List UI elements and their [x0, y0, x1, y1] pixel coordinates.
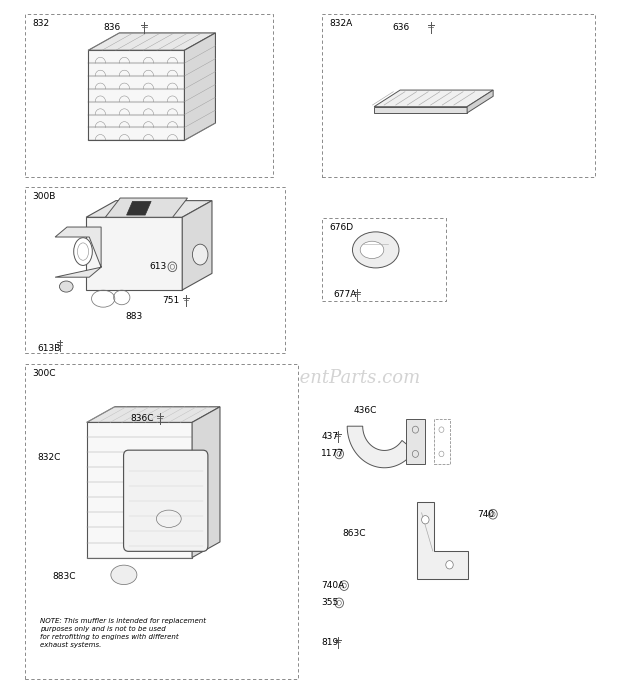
Text: 677A: 677A: [334, 290, 357, 299]
Polygon shape: [86, 201, 212, 218]
Polygon shape: [55, 227, 101, 277]
Text: 740A: 740A: [321, 581, 345, 590]
Polygon shape: [87, 407, 220, 422]
Polygon shape: [87, 422, 192, 557]
Text: 300B: 300B: [32, 192, 56, 201]
Polygon shape: [192, 407, 220, 557]
Text: 355: 355: [321, 599, 339, 607]
Polygon shape: [467, 90, 493, 113]
Text: 832A: 832A: [330, 19, 353, 28]
Text: 832C: 832C: [37, 453, 61, 462]
Text: 836: 836: [104, 24, 121, 32]
Text: 740: 740: [477, 510, 495, 518]
FancyBboxPatch shape: [25, 14, 273, 177]
FancyBboxPatch shape: [123, 450, 208, 552]
Polygon shape: [374, 90, 493, 107]
Ellipse shape: [192, 244, 208, 265]
Polygon shape: [86, 218, 182, 290]
Polygon shape: [185, 33, 216, 140]
Polygon shape: [347, 426, 415, 468]
Ellipse shape: [360, 241, 384, 258]
FancyBboxPatch shape: [25, 364, 298, 679]
FancyBboxPatch shape: [322, 218, 446, 301]
Text: eReplacementParts.com: eReplacementParts.com: [200, 369, 420, 387]
Text: 883C: 883C: [53, 572, 76, 581]
Polygon shape: [417, 502, 468, 579]
Polygon shape: [89, 33, 216, 50]
Ellipse shape: [352, 232, 399, 268]
Text: 300C: 300C: [32, 369, 56, 378]
Ellipse shape: [74, 238, 92, 265]
Text: 819: 819: [321, 638, 339, 647]
Polygon shape: [374, 107, 467, 113]
FancyBboxPatch shape: [322, 14, 595, 177]
Text: 832: 832: [32, 19, 50, 28]
Text: 613B: 613B: [37, 344, 61, 353]
Text: 613: 613: [149, 263, 166, 271]
Ellipse shape: [60, 281, 73, 292]
Polygon shape: [126, 202, 151, 215]
Text: 636: 636: [392, 24, 409, 32]
Text: 436C: 436C: [353, 407, 377, 415]
Text: 751: 751: [162, 297, 180, 305]
Text: 883: 883: [125, 313, 143, 321]
Ellipse shape: [111, 565, 137, 584]
Text: NOTE: This muffler is intended for replacement
purposes only and is not to be us: NOTE: This muffler is intended for repla…: [40, 618, 206, 648]
Circle shape: [422, 516, 429, 524]
Text: 1177: 1177: [321, 450, 344, 458]
Text: 836C: 836C: [130, 414, 154, 423]
Polygon shape: [182, 201, 212, 290]
Polygon shape: [406, 419, 425, 464]
Text: 676D: 676D: [330, 223, 354, 232]
Polygon shape: [105, 198, 187, 218]
Text: 437: 437: [321, 432, 339, 441]
Text: 863C: 863C: [343, 529, 366, 538]
FancyBboxPatch shape: [25, 187, 285, 353]
Circle shape: [446, 561, 453, 569]
